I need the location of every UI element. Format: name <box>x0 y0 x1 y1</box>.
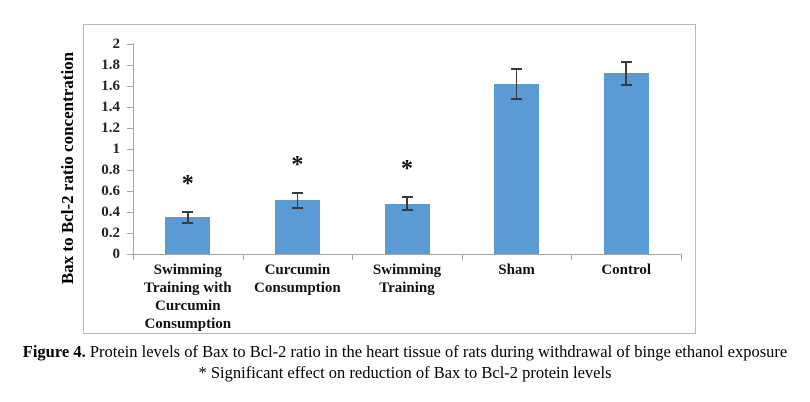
error-bar-line <box>515 69 518 99</box>
x-tick-mark <box>242 254 244 260</box>
y-tick-mark <box>127 212 133 213</box>
figure-caption: Figure 4. Protein levels of Bax to Bcl-2… <box>0 341 810 383</box>
error-bar-line <box>187 212 189 223</box>
significance-star: * <box>401 155 413 182</box>
category-label: Swimming Training <box>372 262 442 296</box>
caption-note: * Significant effect on reduction of Bax… <box>198 363 612 382</box>
error-bar-cap-bottom <box>291 206 303 209</box>
y-tick-label: 0.2 <box>101 225 120 241</box>
error-bar-cap-bottom <box>182 221 194 224</box>
bar <box>384 203 430 254</box>
y-axis-line <box>133 43 134 260</box>
error-bar-cap-bottom <box>401 208 413 211</box>
y-tick-mark <box>127 107 133 108</box>
error-bar-line <box>625 61 627 85</box>
y-tick-label: 1 <box>112 141 121 157</box>
category-label: Curcumin Consumption <box>254 262 341 296</box>
error-bar-line <box>406 197 408 210</box>
y-tick-label: 0 <box>112 246 121 262</box>
x-axis-line <box>133 254 681 255</box>
bar <box>274 200 320 254</box>
error-bar-cap-bottom <box>620 83 632 86</box>
error-bar-cap-top <box>401 196 413 199</box>
y-tick-mark <box>127 44 133 45</box>
error-bar-cap-bottom <box>511 97 523 100</box>
category-label: Swimming Training with Curcumin Consumpt… <box>143 262 232 332</box>
y-tick-mark <box>127 170 133 171</box>
x-tick-mark <box>681 254 682 260</box>
y-tick-label: 1.2 <box>101 120 120 136</box>
category-label: Sham <box>498 262 535 278</box>
error-bar-cap-top <box>620 60 632 63</box>
error-bar-line <box>296 193 299 208</box>
error-bar-cap-top <box>511 68 523 71</box>
caption-line-1: Figure 4. Protein levels of Bax to Bcl-2… <box>0 341 810 362</box>
y-tick-mark <box>127 191 133 192</box>
error-bar-cap-top <box>291 192 303 195</box>
bar <box>494 83 540 254</box>
bar <box>603 73 649 254</box>
y-tick-mark <box>127 128 133 129</box>
x-tick-mark <box>571 254 573 260</box>
chart-border <box>83 24 696 334</box>
y-tick-mark <box>127 233 133 234</box>
significance-star: * <box>291 151 304 178</box>
caption-text: Protein levels of Bax to Bcl-2 ratio in … <box>89 342 788 361</box>
y-tick-label: 0.6 <box>101 183 120 199</box>
y-tick-label: 1.4 <box>101 99 120 115</box>
category-label: Control <box>601 262 652 278</box>
x-tick-mark <box>461 254 463 260</box>
x-tick-mark <box>133 254 134 260</box>
significance-star: * <box>181 170 194 197</box>
y-tick-label: 0.4 <box>101 204 120 220</box>
y-tick-label: 2 <box>112 36 121 52</box>
y-tick-label: 0.8 <box>101 162 120 178</box>
y-tick-mark <box>127 254 133 255</box>
y-tick-mark <box>127 86 133 87</box>
caption-label: Figure 4. <box>22 342 86 361</box>
y-tick-label: 1.8 <box>101 57 120 73</box>
y-tick-mark <box>127 149 133 150</box>
x-tick-mark <box>352 254 354 260</box>
error-bar-cap-top <box>182 211 194 213</box>
y-tick-label: 1.6 <box>101 78 120 94</box>
y-tick-mark <box>127 65 133 66</box>
